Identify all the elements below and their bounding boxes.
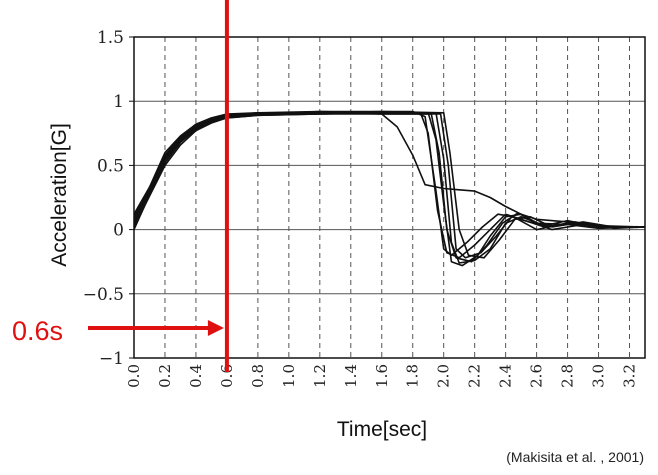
y-tick-label: 0	[113, 221, 124, 241]
series-line-2	[133, 110, 645, 257]
x-tick-label: 3.2	[621, 364, 639, 388]
x-tick-label: 0.0	[125, 364, 143, 388]
series-line-3	[133, 112, 645, 267]
y-tick-label: 1.5	[97, 28, 124, 48]
x-tick-label: 0.6	[218, 364, 236, 388]
x-tick-label: 0.4	[187, 364, 205, 388]
x-tick-label: 2.0	[435, 364, 453, 388]
series-line-8	[133, 110, 645, 259]
x-tick-labels: 0.0 0.2 0.4 0.6 0.8 1.0 1.2 1.4 1.6 1.8 2.0 2.2 2.4 2…	[125, 364, 639, 388]
x-tick-label: 2.2	[466, 364, 484, 388]
x-tick-label: 2.4	[497, 364, 515, 388]
series-line-5	[133, 112, 645, 264]
x-tick-label: 1.0	[280, 364, 298, 388]
series-line-6	[133, 110, 645, 259]
y-tick-labels: 1.5 1 0.5 0 −0.5 −1	[83, 28, 134, 369]
x-tick-label: 2.8	[559, 364, 577, 388]
y-tick-label: −1	[99, 349, 124, 369]
series-line-7	[133, 113, 646, 259]
plot-frame	[133, 36, 646, 359]
x-tick-label: 2.6	[528, 364, 546, 388]
x-tick-label: 1.6	[373, 364, 391, 388]
x-tick-label: 1.4	[342, 364, 360, 388]
y-axis-label: Acceleration[G]	[48, 123, 71, 267]
series-line-1	[133, 112, 646, 228]
x-axis-label: Time[sec]	[337, 418, 427, 441]
marker-label: 0.6s	[12, 316, 63, 346]
x-tick-label: 1.2	[311, 364, 329, 388]
x-tick-label: 1.8	[404, 364, 422, 388]
series-line-4	[133, 112, 646, 263]
x-tick-label: 0.8	[249, 364, 267, 388]
citation: (Makisita et al. , 2001)	[506, 449, 644, 465]
marker-arrow-head	[207, 320, 224, 336]
x-tick-label: 0.2	[156, 364, 174, 388]
y-tick-label: −0.5	[83, 285, 124, 305]
series-group	[133, 110, 646, 267]
y-tick-label: 1	[113, 92, 124, 112]
y-tick-label: 0.5	[97, 156, 124, 176]
x-tick-label: 3.0	[590, 364, 608, 388]
grid-lines	[134, 37, 645, 358]
